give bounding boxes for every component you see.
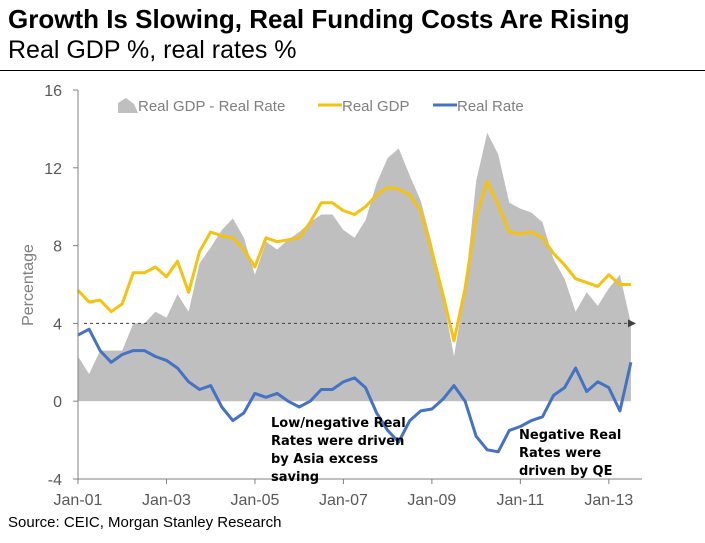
annotation-1: Low/negative Real Rates were driven by Asi… <box>271 416 406 485</box>
x-tick-label: Jan-13 <box>584 492 633 509</box>
line-real-gdp <box>76 179 631 343</box>
y-tick-label: 16 <box>44 83 62 100</box>
axes: 16 12 8 4 0 -4 Jan-01 Jan-03 Jan-05 Jan-07 Jan-09 J… <box>44 83 642 509</box>
x-tick-label: Jan-11 <box>496 492 544 509</box>
y-tick-label: 12 <box>44 161 62 178</box>
title-rule <box>0 70 705 71</box>
x-tick-label: Jan-01 <box>54 492 103 509</box>
y-axis-label: Percentage <box>20 244 37 326</box>
y-tick-label: -4 <box>48 472 62 489</box>
legend-label: Real GDP <box>342 98 410 115</box>
annotation-line: driven by QE <box>519 464 612 479</box>
x-tick-label: Jan-09 <box>407 492 456 509</box>
annotation-line: Rates were <box>519 446 601 461</box>
line-real-rate <box>77 327 633 454</box>
area-real-gdp-minus-real-rate <box>78 132 631 402</box>
annotation-line: Negative Real <box>519 428 621 443</box>
y-tick-label: 0 <box>53 394 62 411</box>
y-tick-label: 8 <box>53 239 62 256</box>
chart-subtitle: Real GDP %, real rates % <box>8 36 297 64</box>
annotation-line: saving <box>271 470 319 485</box>
legend-label: Real GDP - Real Rate <box>138 98 285 115</box>
annotations: Low/negative Real Rates were driven by Asi… <box>271 416 621 485</box>
x-tick-label: Jan-07 <box>319 492 368 509</box>
plot-area <box>76 132 636 454</box>
y-tick-label: 4 <box>53 316 62 333</box>
annotation-line: Rates were driven <box>271 434 404 449</box>
annotation-line: by Asia excess <box>271 452 378 467</box>
x-tick-label: Jan-03 <box>142 492 191 509</box>
legend-label: Real Rate <box>457 98 524 115</box>
annotation-line: Low/negative Real <box>271 416 406 431</box>
legend: Real GDP - Real Rate Real GDP Real Rate <box>118 98 524 115</box>
legend-swatch-gap <box>118 98 138 113</box>
source-note: Source: CEIC, Morgan Stanley Research <box>8 514 282 531</box>
x-tick-label: Jan-05 <box>230 492 279 509</box>
annotation-2: Negative Real Rates were driven by QE <box>519 428 621 479</box>
chart-title: Growth Is Slowing, Real Funding Costs Ar… <box>8 4 630 34</box>
